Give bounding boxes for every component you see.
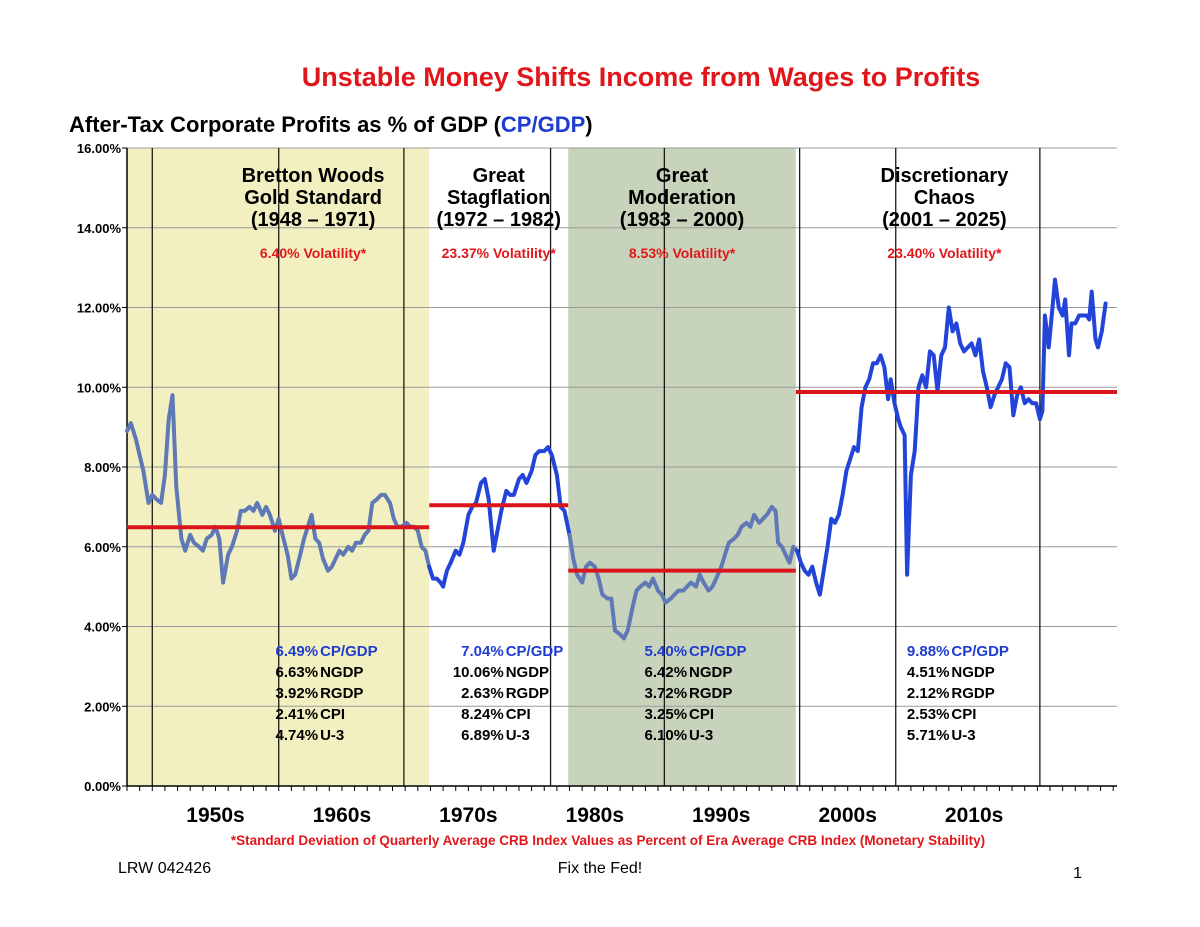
era-title-line: (1948 – 1971): [251, 209, 376, 231]
era-volatility: 23.37% Volatility*: [442, 245, 557, 261]
era-title-line: Gold Standard: [244, 187, 382, 209]
era-stat-value: 4.74%: [276, 727, 319, 744]
era-volatility: 23.40% Volatility*: [887, 245, 1002, 261]
cp-gdp-line-segment: [795, 277, 1108, 597]
era-title-line: Stagflation: [447, 187, 550, 209]
era-stat-label: CPI: [951, 706, 976, 723]
era-stat-label: CP/GDP: [506, 643, 564, 660]
slide-title: Unstable Money Shifts Income from Wages …: [302, 62, 981, 92]
era-title-line: Bretton Woods: [242, 165, 385, 187]
era-stat-label: U-3: [689, 727, 713, 744]
era-stat-label: RGDP: [506, 685, 549, 702]
chart-title: After-Tax Corporate Profits as % of GDP …: [69, 112, 593, 137]
era-stat-value: 2.12%: [907, 685, 950, 702]
cp-gdp-line-segment: [427, 445, 572, 589]
era-title-line: Moderation: [628, 187, 736, 209]
era-title-line: (2001 – 2025): [882, 209, 1007, 231]
footer-right: 1: [1073, 865, 1082, 882]
era-volatility: 6.40% Volatility*: [260, 245, 367, 261]
era-volatility: 8.53% Volatility*: [629, 245, 736, 261]
y-tick-label: 0.00%: [84, 779, 121, 794]
decade-label: 1980s: [566, 804, 624, 827]
era-stat-label: CPI: [506, 706, 531, 723]
y-tick-label: 8.00%: [84, 460, 121, 475]
era-stat-label: CP/GDP: [951, 643, 1009, 660]
era-stat-value: 3.92%: [276, 685, 319, 702]
era-stat-value: 4.51%: [907, 664, 950, 681]
footnote: *Standard Deviation of Quarterly Average…: [231, 833, 985, 848]
decade-label: 1960s: [313, 804, 371, 827]
era-title-line: Great: [473, 165, 526, 187]
era-title-line: Chaos: [914, 187, 975, 209]
era-stat-value: 2.63%: [461, 685, 504, 702]
y-tick-label: 2.00%: [84, 699, 121, 714]
y-tick-label: 16.00%: [77, 141, 122, 156]
era-stat-value: 6.49%: [276, 643, 319, 660]
y-tick-label: 4.00%: [84, 620, 121, 635]
era-title-line: Discretionary: [881, 165, 1010, 187]
y-tick-label: 12.00%: [77, 301, 122, 316]
era-stat-value: 3.72%: [645, 685, 688, 702]
era-stat-value: 6.42%: [645, 664, 688, 681]
era-title-line: (1983 – 2000): [620, 209, 745, 231]
era-stat-label: RGDP: [320, 685, 363, 702]
decade-label: 1990s: [692, 804, 750, 827]
decade-label: 1950s: [186, 804, 244, 827]
era-stat-value: 2.41%: [276, 706, 319, 723]
era-stat-value: 3.25%: [645, 706, 688, 723]
chart-title-accent: CP/GDP: [501, 112, 585, 137]
era-stat-label: NGDP: [506, 664, 549, 681]
y-tick-label: 10.00%: [77, 380, 122, 395]
era-stat-label: CPI: [320, 706, 345, 723]
footer-center: Fix the Fed!: [558, 860, 642, 877]
plot-area: 0.00% 2.00% 4.00% 6.00% 8.00% 10.00% 12.00% 14.…: [77, 141, 1117, 827]
era-stat-value: 5.40%: [645, 643, 688, 660]
decade-label: 1970s: [439, 804, 497, 827]
era-stat-value: 6.89%: [461, 727, 504, 744]
era-stat-value: 10.06%: [453, 664, 504, 681]
era-stat-value: 6.10%: [645, 727, 688, 744]
cp-gdp-line-segment: [567, 504, 800, 641]
era-title-line: (1972 – 1982): [436, 209, 561, 231]
era-stat-label: CP/GDP: [320, 643, 378, 660]
era-stat-label: CPI: [689, 706, 714, 723]
y-tick-label: 14.00%: [77, 221, 122, 236]
chart-title-main: After-Tax Corporate Profits as % of GDP …: [69, 112, 502, 137]
y-tick-label: 6.00%: [84, 540, 121, 555]
era-stat-value: 6.63%: [276, 664, 319, 681]
era-stat-value: 7.04%: [461, 643, 504, 660]
era-stat-label: CP/GDP: [689, 643, 747, 660]
chart-title-end: ): [585, 112, 592, 137]
era-stat-value: 5.71%: [907, 727, 950, 744]
decade-label: 2000s: [818, 804, 876, 827]
era-stat-value: 2.53%: [907, 706, 950, 723]
era-stat-label: U-3: [506, 727, 530, 744]
era-stat-label: U-3: [320, 727, 344, 744]
era-stat-label: RGDP: [689, 685, 732, 702]
footer-left: LRW 042426: [118, 860, 211, 877]
era-title-line: Great: [656, 165, 709, 187]
era-stat-value: 8.24%: [461, 706, 504, 723]
decade-label: 2010s: [945, 804, 1003, 827]
era-stat-label: NGDP: [320, 664, 363, 681]
era-stat-value: 9.88%: [907, 643, 950, 660]
era-stat-label: RGDP: [951, 685, 994, 702]
era-stat-label: U-3: [951, 727, 975, 744]
era-stat-label: NGDP: [689, 664, 732, 681]
era-stat-label: NGDP: [951, 664, 994, 681]
